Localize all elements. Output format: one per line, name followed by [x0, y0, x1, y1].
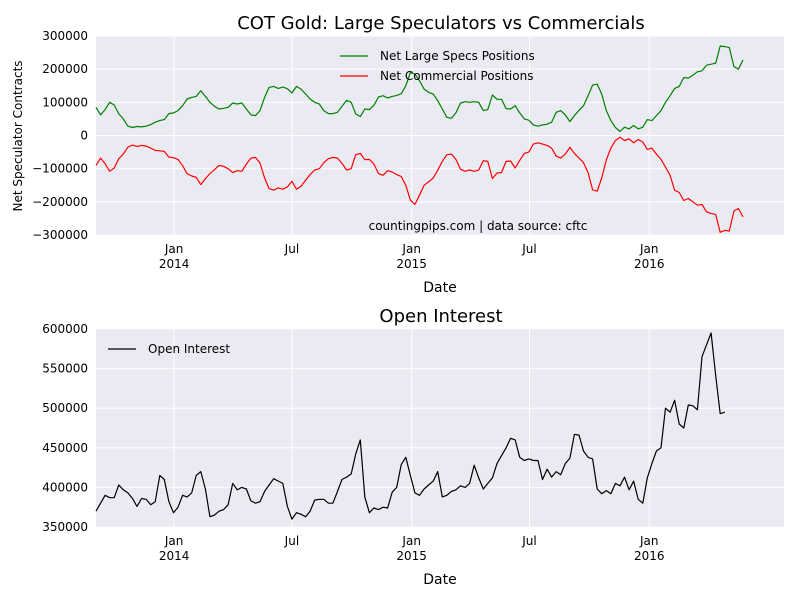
series-line-0: [95, 332, 725, 520]
x-tick-label: Jul: [284, 242, 299, 256]
x-tick-label: Jan: [164, 534, 184, 548]
x-axis-label: Date: [423, 572, 456, 588]
plot-area: [96, 329, 784, 527]
series-lines: [95, 332, 725, 520]
legend: Net Large Specs Positions Net Commercial…: [340, 49, 535, 83]
x-tick-label: Jan: [401, 242, 421, 256]
chart-title: COT Gold: Large Speculators vs Commercia…: [237, 13, 645, 34]
x-tick-label: Jul: [284, 534, 299, 548]
y-tick-label: 400000: [42, 480, 88, 494]
y-axis-label: Net Speculator Contracts: [11, 60, 25, 211]
x-tick-label: Jan: [164, 242, 184, 256]
series-line-0: [95, 45, 744, 133]
legend-label-open-interest: Open Interest: [148, 342, 230, 356]
y-tick-label: 100000: [42, 95, 88, 109]
x-tick-year-label: 2016: [634, 549, 665, 563]
y-tick-labels: −300000 −200000 −100000 0 100000 200000 300000: [32, 29, 88, 242]
y-tick-label: −300000: [32, 228, 88, 242]
x-tick-label: Jan: [639, 534, 659, 548]
x-tick-label: Jul: [521, 534, 536, 548]
gridlines: [96, 328, 784, 528]
series-line-1: [95, 136, 744, 233]
y-tick-label: 600000: [42, 322, 88, 336]
chart-title: Open Interest: [379, 306, 502, 327]
gridlines: [96, 35, 784, 236]
cot-chart: COT Gold: Large Speculators vs Commercia…: [11, 13, 784, 296]
legend: Open Interest: [108, 342, 230, 356]
series-lines: [95, 45, 744, 233]
legend-label-commercials: Net Commercial Positions: [380, 69, 533, 83]
source-annotation: countingpips.com | data source: cftc: [369, 219, 588, 233]
y-tick-label: 350000: [42, 520, 88, 534]
y-tick-label: 300000: [42, 29, 88, 43]
x-axis-label: Date: [423, 280, 456, 296]
x-tick-year-label: 2015: [396, 549, 427, 563]
x-tick-year-label: 2016: [634, 257, 665, 271]
y-tick-label: 550000: [42, 362, 88, 376]
legend-label-specs: Net Large Specs Positions: [380, 49, 535, 63]
y-tick-label: 450000: [42, 441, 88, 455]
x-tick-year-label: 2014: [159, 549, 190, 563]
x-tick-label: Jul: [521, 242, 536, 256]
x-tick-year-label: 2015: [396, 257, 427, 271]
y-tick-label: 200000: [42, 62, 88, 76]
y-tick-label: −100000: [32, 162, 88, 176]
y-tick-label: 0: [80, 129, 88, 143]
x-tick-label: Jan: [639, 242, 659, 256]
x-tick-year-label: 2014: [159, 257, 190, 271]
y-tick-label: 500000: [42, 401, 88, 415]
y-tick-label: −200000: [32, 195, 88, 209]
x-tick-label: Jan: [401, 534, 421, 548]
y-tick-labels: 350000 400000 450000 500000 550000 600000: [42, 322, 88, 534]
open-interest-chart: Open Interest 350000 400000 450000 500000 55…: [42, 306, 784, 588]
